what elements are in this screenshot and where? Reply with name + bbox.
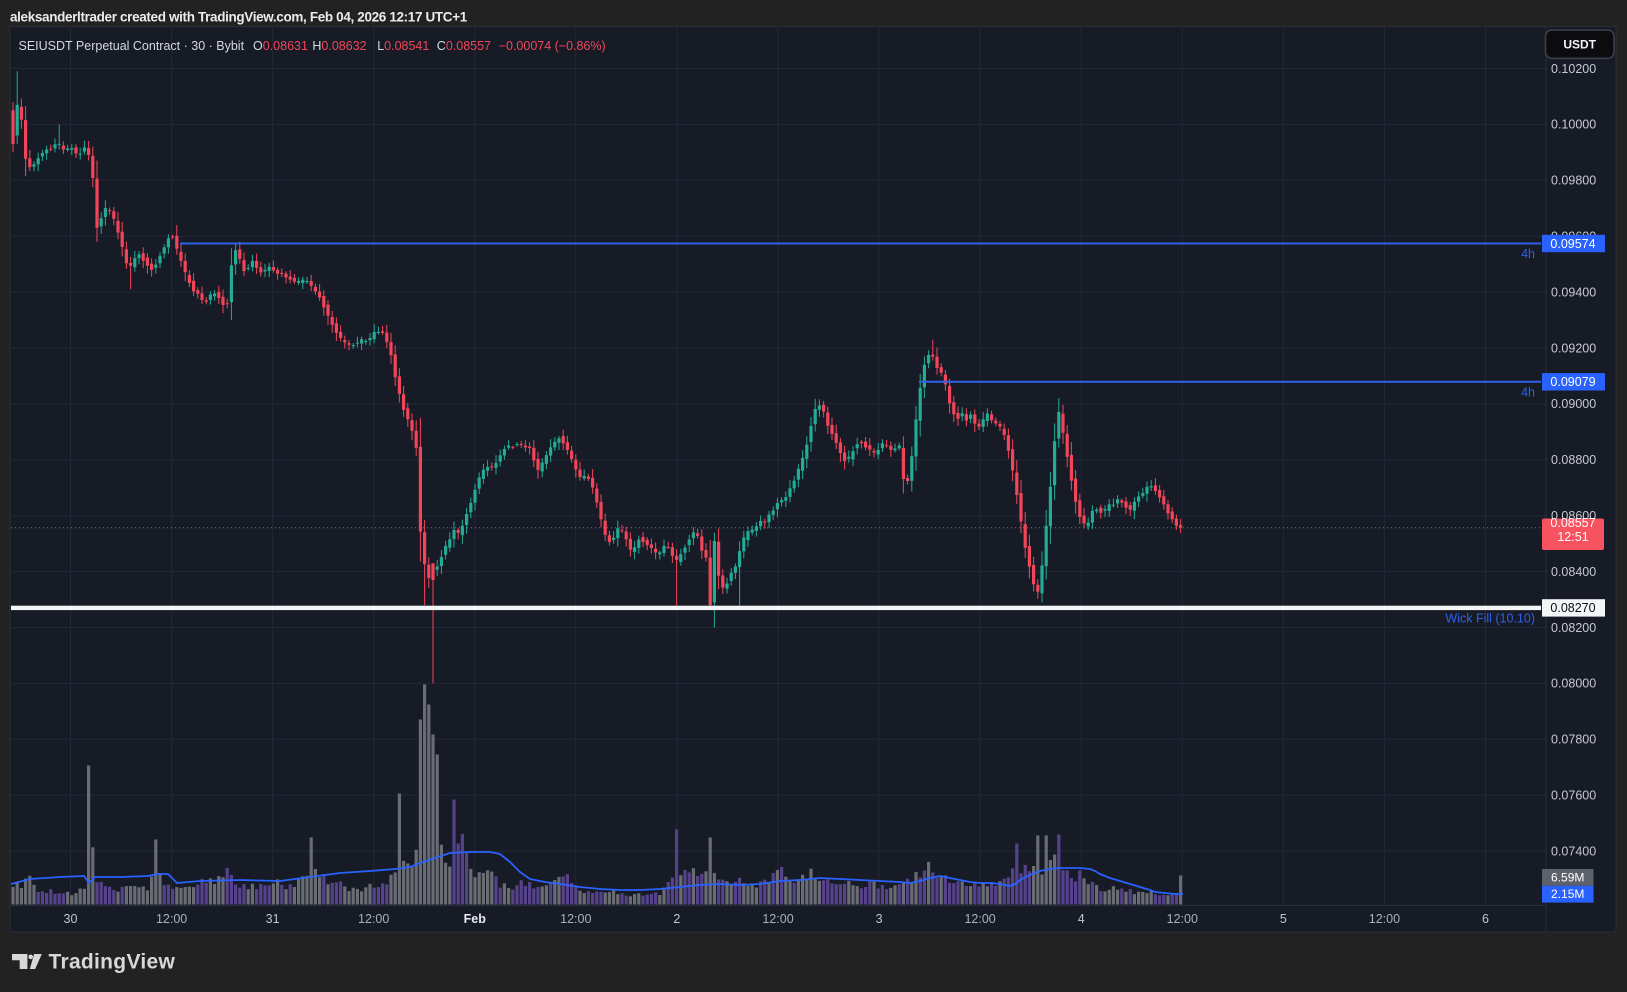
svg-text:12:51: 12:51 bbox=[1557, 530, 1588, 544]
svg-text:SEIUSDT Perpetual Contract · 3: SEIUSDT Perpetual Contract · 30 · Bybit bbox=[19, 39, 245, 53]
svg-text:0.08270: 0.08270 bbox=[1550, 601, 1595, 615]
svg-text:0.08800: 0.08800 bbox=[1551, 453, 1596, 467]
svg-text:12:00: 12:00 bbox=[964, 912, 995, 926]
svg-text:0.07600: 0.07600 bbox=[1551, 789, 1596, 803]
svg-text:0.09200: 0.09200 bbox=[1551, 341, 1596, 355]
svg-text:4: 4 bbox=[1078, 912, 1085, 926]
svg-text:30: 30 bbox=[64, 912, 78, 926]
svg-text:4h: 4h bbox=[1521, 247, 1535, 261]
svg-text:0.08557: 0.08557 bbox=[1550, 516, 1595, 530]
svg-text:0.09574: 0.09574 bbox=[1550, 237, 1595, 251]
svg-text:6.59M: 6.59M bbox=[1551, 870, 1584, 884]
svg-text:0.09400: 0.09400 bbox=[1551, 285, 1596, 299]
svg-text:12:00: 12:00 bbox=[560, 912, 591, 926]
svg-text:12:00: 12:00 bbox=[358, 912, 389, 926]
svg-text:0.08200: 0.08200 bbox=[1551, 621, 1596, 635]
svg-text:0.10200: 0.10200 bbox=[1551, 62, 1596, 76]
svg-text:Wick Fill (10.10): Wick Fill (10.10) bbox=[1445, 611, 1535, 625]
svg-text:6: 6 bbox=[1482, 912, 1489, 926]
svg-text:0.09079: 0.09079 bbox=[1550, 375, 1595, 389]
svg-text:0.09800: 0.09800 bbox=[1551, 174, 1596, 188]
svg-text:0.10000: 0.10000 bbox=[1551, 118, 1596, 132]
svg-text:TradingView: TradingView bbox=[49, 951, 176, 974]
svg-text:0.09000: 0.09000 bbox=[1551, 397, 1596, 411]
svg-text:5: 5 bbox=[1280, 912, 1287, 926]
svg-text:0.07800: 0.07800 bbox=[1551, 733, 1596, 747]
svg-text:USDT: USDT bbox=[1563, 38, 1596, 52]
svg-text:3: 3 bbox=[876, 912, 883, 926]
svg-text:−0.00074 (−0.86%): −0.00074 (−0.86%) bbox=[499, 39, 606, 53]
svg-text:C0.08557: C0.08557 bbox=[437, 39, 491, 53]
svg-text:L0.08541: L0.08541 bbox=[377, 39, 429, 53]
svg-text:H0.08632: H0.08632 bbox=[312, 39, 366, 53]
svg-text:12:00: 12:00 bbox=[1369, 912, 1400, 926]
svg-text:31: 31 bbox=[266, 912, 280, 926]
svg-text:Feb: Feb bbox=[464, 912, 487, 926]
svg-text:2: 2 bbox=[673, 912, 680, 926]
svg-text:12:00: 12:00 bbox=[156, 912, 187, 926]
svg-text:0.07400: 0.07400 bbox=[1551, 844, 1596, 858]
svg-text:0.08000: 0.08000 bbox=[1551, 677, 1596, 691]
svg-text:4h: 4h bbox=[1521, 385, 1535, 399]
svg-text:12:00: 12:00 bbox=[1167, 912, 1198, 926]
svg-text:0.08400: 0.08400 bbox=[1551, 565, 1596, 579]
svg-text:12:00: 12:00 bbox=[762, 912, 793, 926]
svg-text:O0.08631: O0.08631 bbox=[253, 39, 308, 53]
svg-text:2.15M: 2.15M bbox=[1551, 887, 1584, 901]
svg-text:aleksanderltrader created with: aleksanderltrader created with TradingVi… bbox=[10, 10, 468, 25]
